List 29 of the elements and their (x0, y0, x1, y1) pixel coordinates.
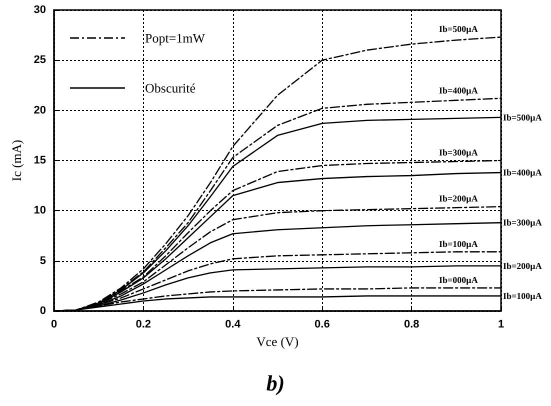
series-label: Ib=400µA (439, 85, 478, 96)
x-tick-label: 0.2 (136, 318, 152, 330)
y-tick-label: 10 (34, 204, 46, 217)
series-label: Ib=000µA (439, 274, 478, 285)
y-tick-label: 25 (34, 54, 46, 66)
y-tick-label: 20 (34, 104, 46, 116)
series-label: Ib=100µA (503, 290, 542, 301)
x-tick-label: 0.4 (225, 318, 242, 330)
y-tick-label: 15 (34, 154, 46, 166)
x-tick-label: 0.6 (314, 318, 330, 330)
series-label: Ib=500µA (503, 112, 542, 122)
y-tick-label: 0 (40, 305, 46, 317)
series-label: Ib=400µA (503, 168, 542, 178)
series-label: Ib=300µA (439, 148, 478, 158)
series-label: Ib=200µA (503, 260, 542, 271)
annotation: Obscurité (145, 80, 196, 96)
text: b) (266, 370, 285, 396)
series-label: Ib=200µA (439, 194, 478, 204)
series-label: Ib=300µA (503, 218, 542, 228)
y-axis-title: Ic (mA) (8, 140, 24, 182)
x-tick-label: 1 (498, 318, 504, 330)
x-axis-title: Vce (V) (256, 334, 299, 349)
x-tick-label: 0.8 (404, 318, 420, 330)
x-tick-label: 0 (50, 318, 58, 330)
series-label: Ib=100µA (439, 238, 478, 249)
y-tick-label: 30 (34, 4, 46, 16)
annotation: Popt=1mW (145, 30, 206, 46)
y-tick-label: 5 (40, 254, 46, 267)
series-label: Ib=500µA (439, 24, 478, 34)
